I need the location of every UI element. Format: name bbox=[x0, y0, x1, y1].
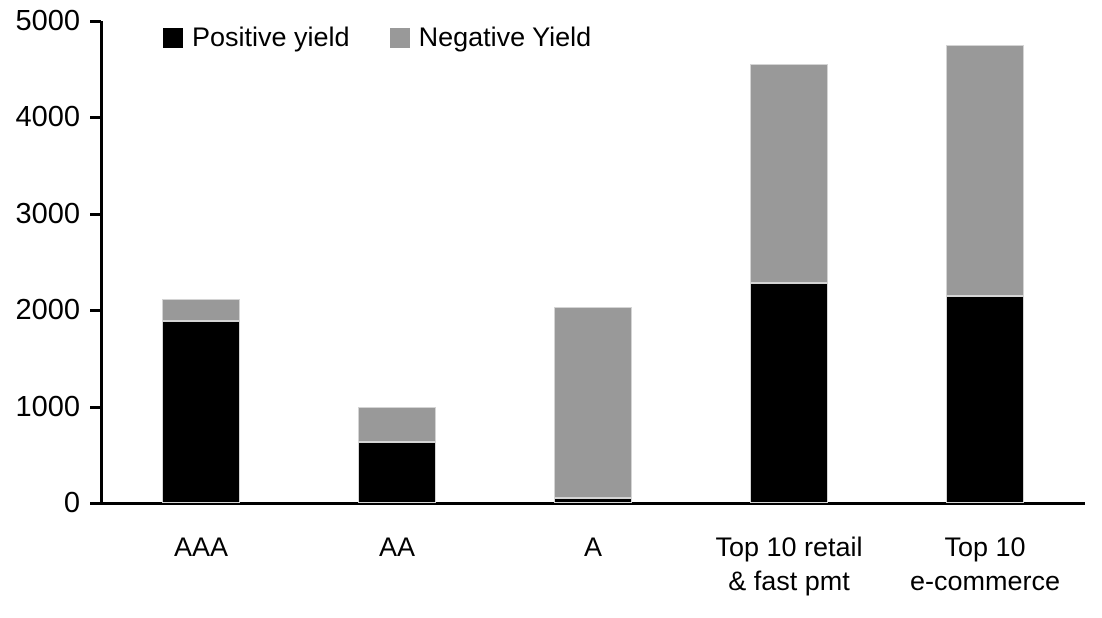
bar-aaa-positive-yield bbox=[162, 320, 240, 503]
legend-label-negative-yield: Negative Yield bbox=[418, 22, 592, 52]
y-tick-label-2000: 2000 bbox=[15, 294, 80, 327]
bar-group-top-10-retail-fast-pmt bbox=[691, 21, 887, 503]
y-tick-0 bbox=[90, 502, 101, 505]
x-axis-line bbox=[100, 502, 1085, 505]
y-tick-label-1000: 1000 bbox=[15, 390, 80, 423]
x-label-line: Top 10 retail bbox=[715, 532, 863, 562]
legend-item-positive-yield: Positive yield bbox=[163, 22, 350, 53]
legend-item-negative-yield: Negative Yield bbox=[389, 22, 592, 53]
y-tick-4000 bbox=[90, 116, 101, 120]
y-tick-5000 bbox=[90, 20, 101, 23]
y-tick-2000 bbox=[90, 309, 101, 313]
x-label-a: A bbox=[495, 530, 691, 598]
x-label-top-10-retail-fast-pmt: Top 10 retail & fast pmt bbox=[691, 530, 887, 598]
legend-label-positive-yield: Positive yield bbox=[192, 22, 350, 52]
bar-aa-negative-yield bbox=[358, 406, 436, 443]
bar-group-a bbox=[495, 21, 691, 503]
x-label-line: & fast pmt bbox=[728, 566, 850, 596]
y-tick-3000 bbox=[90, 212, 101, 216]
bar-top-10-e-commerce-negative-yield bbox=[946, 45, 1024, 296]
x-label-top-10-e-commerce: Top 10 e-commerce bbox=[887, 530, 1083, 598]
bar-top-10-retail-fast-pmt-positive-yield bbox=[750, 283, 828, 503]
x-label-line: AA bbox=[378, 532, 416, 562]
y-axis-line bbox=[100, 21, 103, 505]
bar-aa-positive-yield bbox=[358, 442, 436, 503]
bar-a-positive-yield bbox=[554, 498, 632, 503]
bar-group-aa bbox=[299, 21, 495, 503]
plot-area bbox=[103, 21, 1083, 503]
x-label-line: A bbox=[583, 532, 602, 562]
x-label-aa: AA bbox=[299, 530, 495, 598]
bar-aaa-negative-yield bbox=[162, 298, 240, 321]
y-tick-label-5000: 5000 bbox=[15, 5, 80, 37]
bar-a-negative-yield bbox=[554, 307, 632, 499]
x-label-line: Top 10 bbox=[944, 532, 1026, 562]
negative-yield-swatch-icon bbox=[389, 27, 410, 48]
y-tick-1000 bbox=[90, 405, 101, 409]
y-tick-label-4000: 4000 bbox=[15, 101, 80, 134]
chart-legend: Positive yield Negative Yield bbox=[163, 22, 591, 53]
bar-top-10-retail-fast-pmt-negative-yield bbox=[750, 64, 828, 284]
y-tick-label-0: 0 bbox=[63, 487, 80, 519]
bar-group-top-10-e-commerce bbox=[887, 21, 1083, 503]
bar-top-10-e-commerce-positive-yield bbox=[946, 295, 1024, 503]
bar-group-aaa bbox=[103, 21, 299, 503]
x-label-line: e-commerce bbox=[909, 566, 1061, 596]
positive-yield-swatch-icon bbox=[163, 27, 183, 48]
x-axis-labels: AAA AA A Top 10 retail & fast pmt Top 10 e-com… bbox=[103, 530, 1083, 598]
y-tick-label-3000: 3000 bbox=[15, 197, 80, 230]
x-label-line: AAA bbox=[173, 532, 229, 562]
x-label-aaa: AAA bbox=[103, 530, 299, 598]
